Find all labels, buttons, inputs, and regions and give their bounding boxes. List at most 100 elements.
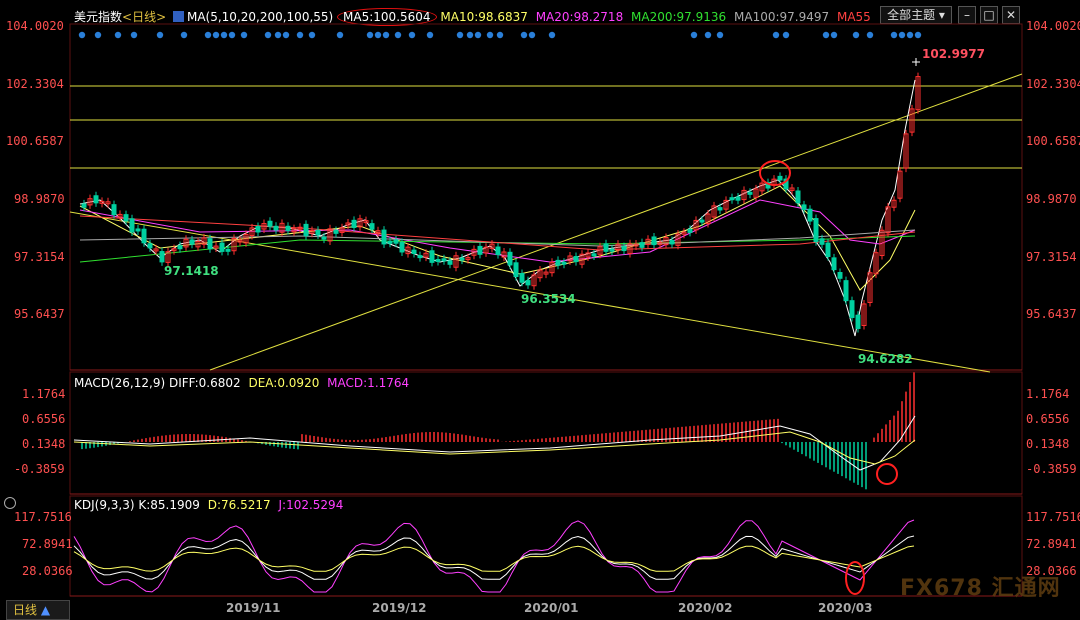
signal-dot xyxy=(114,31,122,39)
moving-averages xyxy=(79,79,916,337)
price-axis-right-1: 102.3304 xyxy=(1026,77,1080,91)
signal-dot xyxy=(426,31,434,39)
candle-body xyxy=(189,239,195,245)
candle-body xyxy=(237,239,243,243)
price-axis-left-2: 100.6587 xyxy=(6,134,64,148)
macd-header: MACD(26,12,9) DIFF:0.6802 DEA:0.0920 MAC… xyxy=(74,376,409,390)
signal-dot xyxy=(296,31,304,39)
candle-body xyxy=(405,246,411,255)
candle-body xyxy=(423,252,429,258)
candle-body xyxy=(507,251,513,266)
signal-dot xyxy=(866,31,874,39)
candle-body xyxy=(183,238,189,248)
uptrend-line[interactable] xyxy=(209,73,1023,371)
kdj-d-line xyxy=(73,545,915,572)
price-axis-right-4: 97.3154 xyxy=(1026,250,1077,264)
candle-body xyxy=(447,260,453,265)
candle-body xyxy=(885,206,891,234)
signal-dot xyxy=(486,31,494,39)
signal-dot xyxy=(852,31,860,39)
signal-dot xyxy=(890,31,898,39)
candle-body xyxy=(453,255,459,268)
signal-dot xyxy=(264,31,272,39)
signal-dot xyxy=(212,31,220,39)
watermark-logo: FX678 汇通网 xyxy=(900,576,1061,601)
price-axis-right-3: 98.9870 xyxy=(1026,192,1077,206)
candle-body xyxy=(681,231,687,235)
macd-title: MACD(26,12,9) xyxy=(74,376,166,390)
candle-body xyxy=(555,259,561,266)
candle-body xyxy=(309,229,315,234)
chart-settings-icon[interactable] xyxy=(172,11,184,22)
instrument-name: 美元指数 xyxy=(74,10,123,24)
candle-body xyxy=(93,195,99,204)
candle-body xyxy=(135,228,141,232)
candle-body xyxy=(369,223,375,230)
price-axis-right-5: 95.6437 xyxy=(1026,307,1077,321)
period-tab[interactable]: 日线 ▲ xyxy=(6,600,70,620)
signal-dot xyxy=(906,31,914,39)
candle-body xyxy=(849,300,855,318)
candle-body xyxy=(111,204,117,216)
signal-dot xyxy=(822,31,830,39)
candle-body xyxy=(219,242,225,252)
price-axis-right-0: 104.0020 xyxy=(1026,19,1080,33)
macd-diff-line xyxy=(73,415,916,471)
candle-body xyxy=(249,227,255,237)
candle-body xyxy=(759,182,765,192)
candle-body xyxy=(609,248,615,252)
candle-body xyxy=(543,271,549,275)
candle-body xyxy=(165,251,171,263)
ma100-value: MA100:97.9497 xyxy=(734,10,830,24)
macd-axis-left-1: 0.6556 xyxy=(22,412,66,426)
candle-body xyxy=(801,204,807,210)
candle-body xyxy=(291,228,297,233)
candle-body xyxy=(669,239,675,245)
main-chart-header: 美元指数<日线> MA(5,10,20,200,100,55) MA5:100.… xyxy=(74,8,871,26)
signal-dot xyxy=(366,31,374,39)
candle-body xyxy=(795,190,801,204)
candle-body xyxy=(639,242,645,248)
highlight-circle-kdj xyxy=(845,561,865,595)
period-tab-label: 日线 xyxy=(13,603,38,617)
candle-body xyxy=(645,238,651,245)
theme-select-label: 全部主题 xyxy=(887,8,936,22)
candle-body xyxy=(879,229,885,257)
candle-body xyxy=(561,261,567,265)
period-label[interactable]: <日线> xyxy=(122,10,167,24)
candle-body xyxy=(519,273,525,283)
kdj-j-line xyxy=(73,519,915,593)
candle-body xyxy=(381,229,387,245)
candle-body xyxy=(297,226,303,230)
signal-dot xyxy=(240,31,248,39)
price-axis-left-1: 102.3304 xyxy=(6,77,64,91)
candle-body xyxy=(675,233,681,246)
date-label-4: 2020/03 xyxy=(818,601,873,615)
signal-dot xyxy=(228,31,236,39)
candlesticks[interactable] xyxy=(81,72,921,333)
candle-body xyxy=(345,222,351,226)
signal-dot xyxy=(308,31,316,39)
price-axis-right-2: 100.6587 xyxy=(1026,134,1080,148)
candle-body xyxy=(285,225,291,231)
signal-dot xyxy=(374,31,382,39)
macd-panel xyxy=(73,372,916,490)
downtrend-line[interactable] xyxy=(69,211,991,373)
candle-body xyxy=(141,228,147,244)
candle-body xyxy=(99,200,105,204)
signal-dot xyxy=(772,31,780,39)
candle-body xyxy=(483,246,489,254)
signal-dot xyxy=(548,31,556,39)
candle-body xyxy=(873,252,879,275)
ma-title: MA(5,10,20,200,100,55) xyxy=(186,10,334,24)
theme-select[interactable]: 全部主题 ▾ xyxy=(880,6,952,24)
candle-body xyxy=(225,248,231,252)
candle-body xyxy=(261,223,267,230)
indicator-toggle-icon[interactable] xyxy=(4,497,16,509)
candle-body xyxy=(123,214,129,222)
candle-body xyxy=(303,223,309,237)
candle-body xyxy=(567,255,573,262)
price-axis-left-0: 104.0020 xyxy=(6,19,64,33)
date-label-0: 2019/11 xyxy=(226,601,281,615)
